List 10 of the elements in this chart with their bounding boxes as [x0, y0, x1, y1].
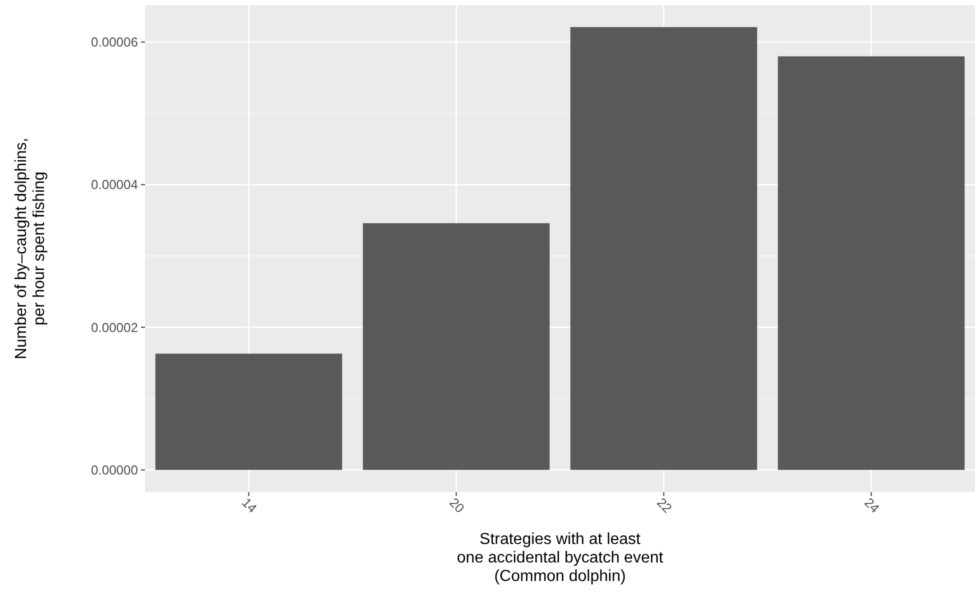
x-tick-label: 24 — [862, 494, 882, 516]
y-tick-label: 0.00000 — [91, 462, 138, 478]
x-tick-label: 14 — [239, 494, 260, 516]
y-tick-label: 0.00002 — [91, 320, 138, 335]
y-axis-title: Number of by–caught dolphins, per hour spent fishing — [13, 138, 48, 360]
x-axis-title: Strategies with at least one accidental bycatch event (Common dolphin) — [456, 531, 664, 585]
y-tick-label: 0.00004 — [91, 177, 138, 192]
x-tick-label: 20 — [446, 494, 468, 516]
y-tick-label: 0.00006 — [91, 34, 138, 50]
x-tick-label: 22 — [654, 494, 675, 516]
